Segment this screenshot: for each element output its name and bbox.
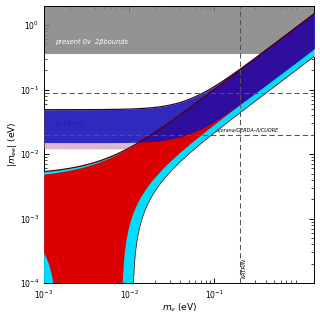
Text: present 0ν  2βbounds: present 0ν 2βbounds	[55, 39, 128, 45]
Text: Majorana/GERDA–II/CUORE: Majorana/GERDA–II/CUORE	[212, 128, 279, 132]
X-axis label: $m_{\nu}$ (eV): $m_{\nu}$ (eV)	[162, 302, 197, 315]
Text: $\Delta\ \mathregular{\hat{m}}_3^2 > 0$: $\Delta\ \mathregular{\hat{m}}_3^2 > 0$	[66, 178, 94, 189]
Text: GERDA–I: GERDA–I	[244, 85, 269, 90]
Text: KATRIN: KATRIN	[241, 258, 246, 278]
Y-axis label: $|m_{ee}|$ (eV): $|m_{ee}|$ (eV)	[5, 122, 19, 167]
Text: $\Delta\ \mathregular{\hat{m}}_3^2 < 0$: $\Delta\ \mathregular{\hat{m}}_3^2 < 0$	[55, 118, 84, 129]
